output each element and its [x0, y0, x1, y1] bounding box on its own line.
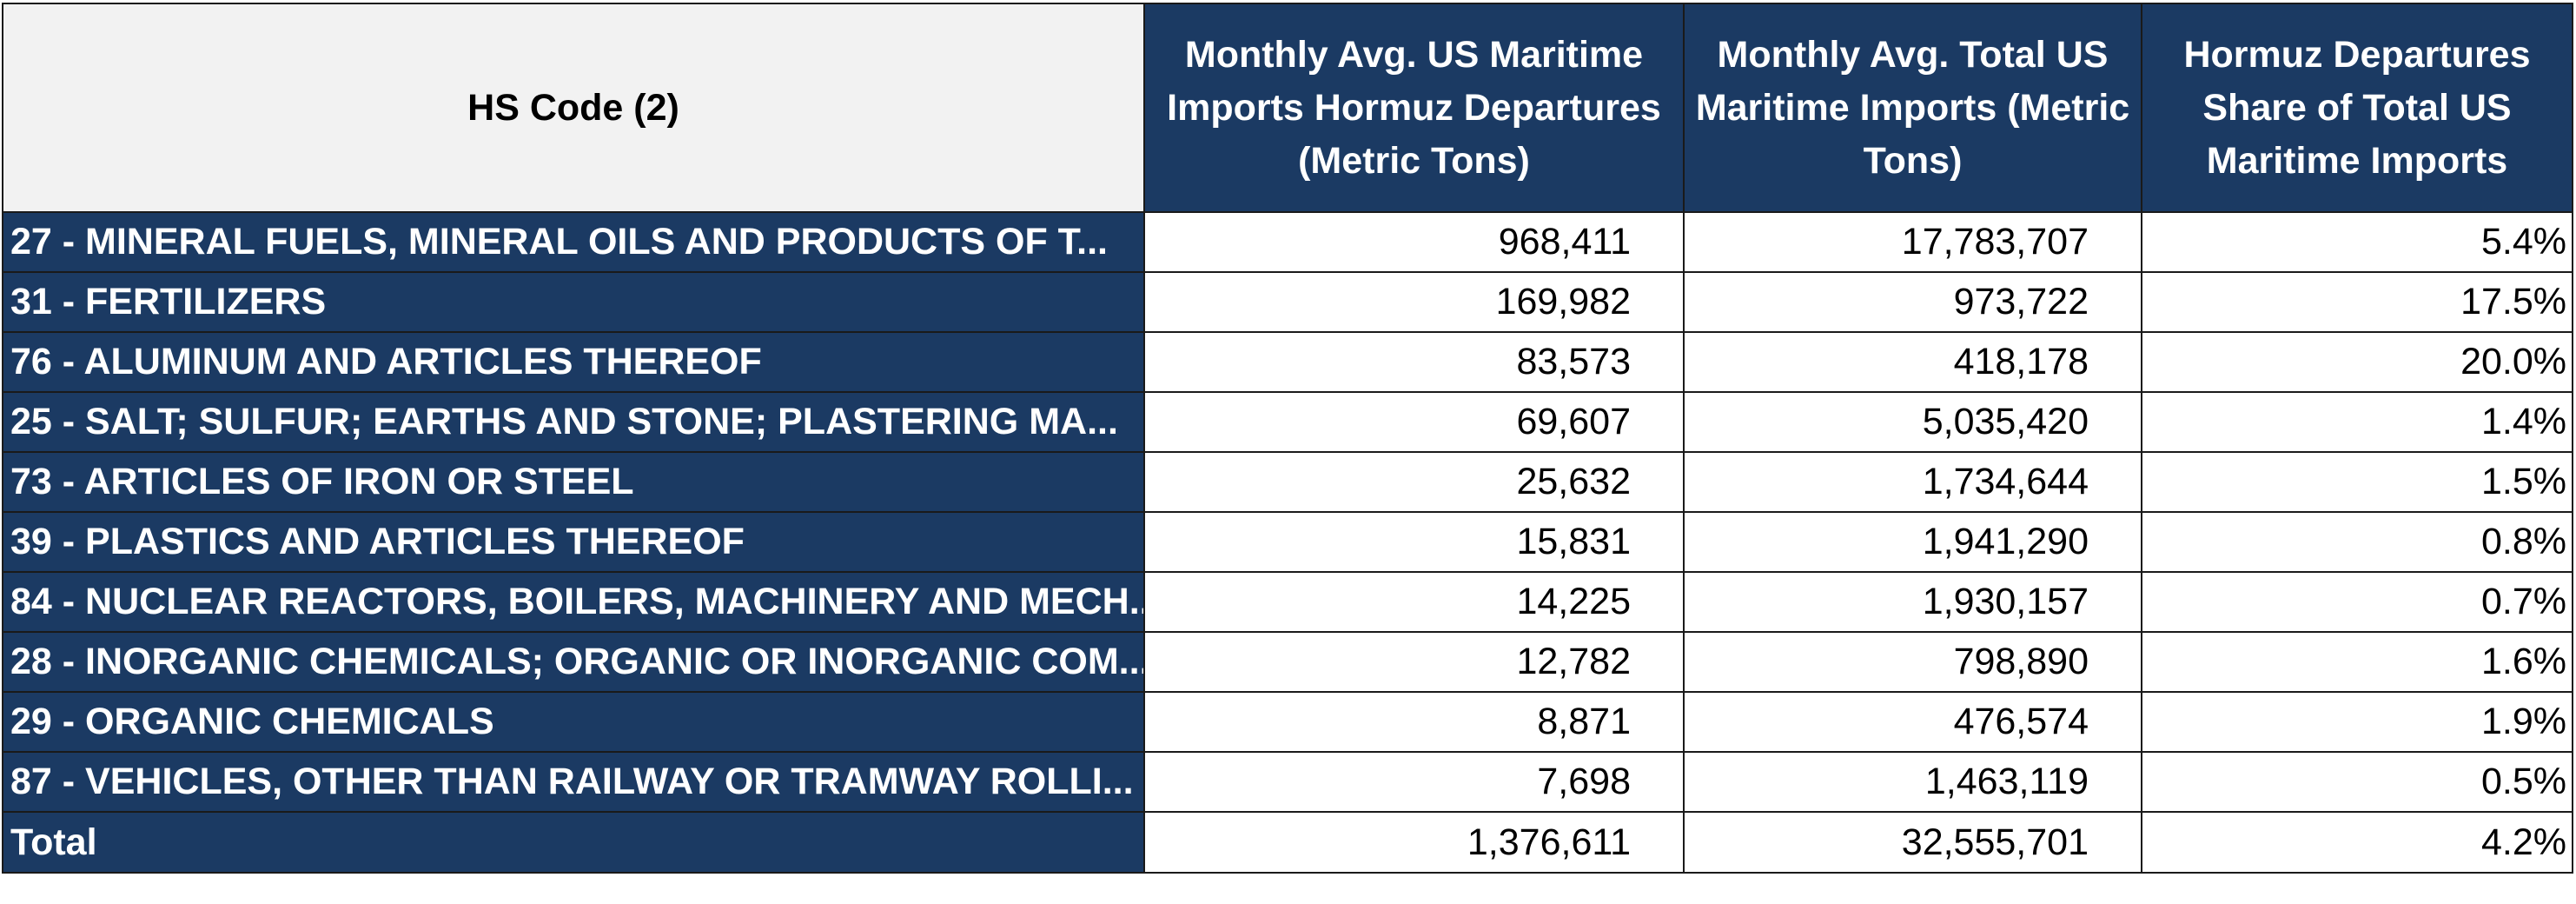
row-label-hs-code: 76 - ALUMINUM AND ARTICLES THEREOF [2, 331, 1145, 393]
row-label-hs-code: 31 - FERTILIZERS [2, 271, 1145, 333]
row-label-hs-code: 73 - ARTICLES OF IRON OR STEEL [2, 451, 1145, 513]
cell-total-imports: 17,783,707 [1683, 211, 2142, 273]
cell-total-imports: 5,035,420 [1683, 391, 2142, 453]
cell-hormuz-departures: 83,573 [1143, 331, 1685, 393]
column-header-hormuz-departures: Monthly Avg. US Maritime Imports Hormuz … [1143, 3, 1685, 213]
table-row: 27 - MINERAL FUELS, MINERAL OILS AND PRO… [2, 211, 2573, 273]
data-table-frame: HS Code (2) Monthly Avg. US Maritime Imp… [2, 3, 2573, 874]
total-hormuz-share: 4.2% [2141, 811, 2573, 874]
cell-hormuz-departures: 7,698 [1143, 751, 1685, 813]
cell-total-imports: 798,890 [1683, 631, 2142, 693]
total-hormuz-departures: 1,376,611 [1143, 811, 1685, 874]
hormuz-imports-table: HS Code (2) Monthly Avg. US Maritime Imp… [2, 3, 2573, 874]
cell-hormuz-share: 17.5% [2141, 271, 2573, 333]
table-row: 29 - ORGANIC CHEMICALS 8,871 476,574 1.9… [2, 691, 2573, 753]
cell-total-imports: 1,463,119 [1683, 751, 2142, 813]
cell-hormuz-share: 20.0% [2141, 331, 2573, 393]
cell-total-imports: 1,930,157 [1683, 571, 2142, 633]
table-row: 31 - FERTILIZERS 169,982 973,722 17.5% [2, 271, 2573, 333]
row-label-hs-code: 84 - NUCLEAR REACTORS, BOILERS, MACHINER… [2, 571, 1145, 633]
table-row: 28 - INORGANIC CHEMICALS; ORGANIC OR INO… [2, 631, 2573, 693]
cell-hormuz-departures: 14,225 [1143, 571, 1685, 633]
table-header-row: HS Code (2) Monthly Avg. US Maritime Imp… [2, 3, 2573, 213]
cell-hormuz-departures: 15,831 [1143, 511, 1685, 573]
table-row: 73 - ARTICLES OF IRON OR STEEL 25,632 1,… [2, 451, 2573, 513]
cell-hormuz-share: 1.5% [2141, 451, 2573, 513]
cell-total-imports: 476,574 [1683, 691, 2142, 753]
table-row: 87 - VEHICLES, OTHER THAN RAILWAY OR TRA… [2, 751, 2573, 813]
cell-hormuz-share: 1.9% [2141, 691, 2573, 753]
table-row: 84 - NUCLEAR REACTORS, BOILERS, MACHINER… [2, 571, 2573, 633]
table-row: 39 - PLASTICS AND ARTICLES THEREOF 15,83… [2, 511, 2573, 573]
cell-total-imports: 1,734,644 [1683, 451, 2142, 513]
row-label-hs-code: 27 - MINERAL FUELS, MINERAL OILS AND PRO… [2, 211, 1145, 273]
cell-hormuz-departures: 8,871 [1143, 691, 1685, 753]
column-header-total-imports: Monthly Avg. Total US Maritime Imports (… [1683, 3, 2142, 213]
cell-hormuz-departures: 25,632 [1143, 451, 1685, 513]
row-label-hs-code: 25 - SALT; SULFUR; EARTHS AND STONE; PLA… [2, 391, 1145, 453]
cell-total-imports: 973,722 [1683, 271, 2142, 333]
column-header-hs-code: HS Code (2) [2, 3, 1145, 213]
row-label-hs-code: 29 - ORGANIC CHEMICALS [2, 691, 1145, 753]
cell-hormuz-departures: 12,782 [1143, 631, 1685, 693]
cell-hormuz-share: 1.4% [2141, 391, 2573, 453]
cell-hormuz-departures: 968,411 [1143, 211, 1685, 273]
cell-total-imports: 1,941,290 [1683, 511, 2142, 573]
cell-hormuz-share: 0.8% [2141, 511, 2573, 573]
cell-hormuz-share: 1.6% [2141, 631, 2573, 693]
table-total-row: Total 1,376,611 32,555,701 4.2% [2, 811, 2573, 874]
cell-hormuz-share: 5.4% [2141, 211, 2573, 273]
row-label-hs-code: 87 - VEHICLES, OTHER THAN RAILWAY OR TRA… [2, 751, 1145, 813]
total-imports: 32,555,701 [1683, 811, 2142, 874]
cell-hormuz-share: 0.7% [2141, 571, 2573, 633]
cell-hormuz-share: 0.5% [2141, 751, 2573, 813]
cell-hormuz-departures: 169,982 [1143, 271, 1685, 333]
table-row: 25 - SALT; SULFUR; EARTHS AND STONE; PLA… [2, 391, 2573, 453]
cell-hormuz-departures: 69,607 [1143, 391, 1685, 453]
cell-total-imports: 418,178 [1683, 331, 2142, 393]
table-row: 76 - ALUMINUM AND ARTICLES THEREOF 83,57… [2, 331, 2573, 393]
row-label-hs-code: 39 - PLASTICS AND ARTICLES THEREOF [2, 511, 1145, 573]
row-label-hs-code: 28 - INORGANIC CHEMICALS; ORGANIC OR INO… [2, 631, 1145, 693]
column-header-hormuz-share: Hormuz Departures Share of Total US Mari… [2141, 3, 2573, 213]
total-row-label: Total [2, 811, 1145, 874]
